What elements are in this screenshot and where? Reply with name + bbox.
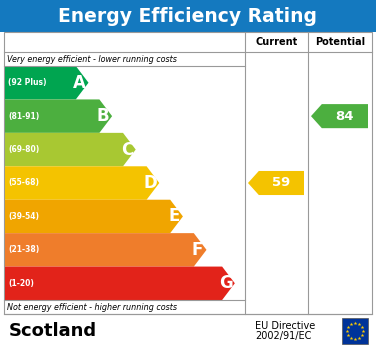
Text: 2002/91/EC: 2002/91/EC (255, 331, 311, 341)
Polygon shape (5, 200, 183, 233)
Text: 59: 59 (272, 176, 291, 190)
Text: (39-54): (39-54) (8, 212, 39, 221)
Text: Current: Current (255, 37, 298, 47)
Text: F: F (192, 241, 203, 259)
Bar (4, 32, 372, 314)
Polygon shape (5, 133, 136, 166)
Text: Very energy efficient - lower running costs: Very energy efficient - lower running co… (7, 55, 177, 63)
Text: (21-38): (21-38) (8, 245, 39, 254)
Text: Energy Efficiency Rating: Energy Efficiency Rating (59, 7, 317, 25)
Polygon shape (5, 267, 235, 300)
Text: G: G (219, 274, 233, 292)
Text: B: B (97, 107, 109, 125)
Text: (69-80): (69-80) (8, 145, 39, 154)
Polygon shape (311, 104, 368, 128)
Text: D: D (144, 174, 157, 192)
Text: (81-91): (81-91) (8, 112, 39, 121)
Polygon shape (5, 166, 159, 200)
Polygon shape (248, 171, 304, 195)
Text: E: E (168, 207, 180, 226)
Text: (55-68): (55-68) (8, 179, 39, 188)
Text: (92 Plus): (92 Plus) (8, 78, 47, 87)
Text: EU Directive: EU Directive (255, 321, 315, 331)
Text: A: A (73, 74, 86, 92)
Bar (0, 0, 376, 32)
Text: Not energy efficient - higher running costs: Not energy efficient - higher running co… (7, 302, 177, 311)
Polygon shape (5, 233, 206, 267)
Text: Potential: Potential (315, 37, 365, 47)
Bar (342, 318, 368, 344)
Polygon shape (5, 100, 112, 133)
Polygon shape (5, 66, 88, 100)
Text: Scotland: Scotland (9, 322, 97, 340)
Text: (1-20): (1-20) (8, 279, 34, 288)
Text: 84: 84 (336, 110, 354, 122)
Text: C: C (121, 141, 133, 159)
